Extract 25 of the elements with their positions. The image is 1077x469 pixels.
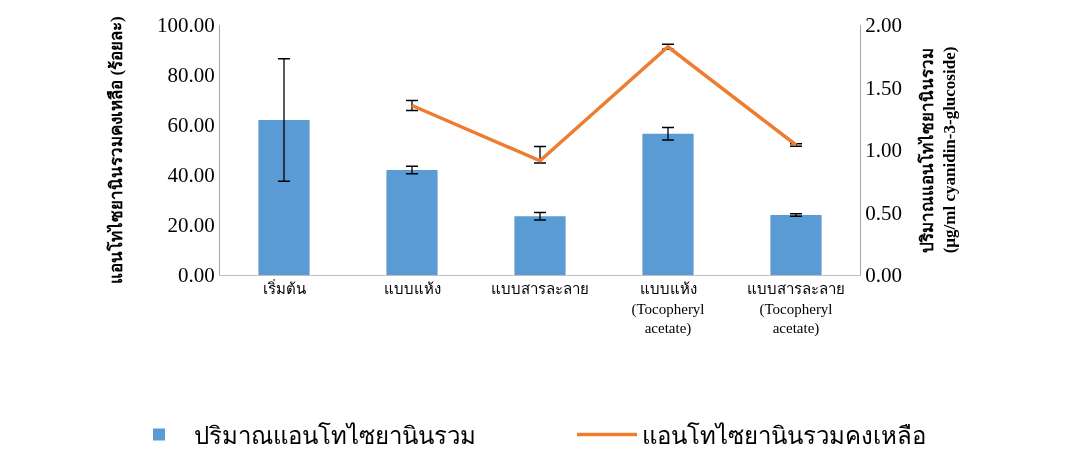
bar <box>386 170 438 275</box>
x-tick-label: เริ่มต้น <box>262 278 306 297</box>
y2-tick-label: 0.00 <box>865 263 902 288</box>
y2-tick-label: 1.50 <box>865 75 902 100</box>
x-tick-label: แบบสารละลาย (Tocopheryl acetate) <box>747 281 845 337</box>
y2-tick-label: 0.50 <box>865 200 902 225</box>
y-tick-label: 80.00 <box>167 63 215 88</box>
x-tick-label: แบบแห้ง <box>383 281 441 297</box>
y-tick-label: 60.00 <box>167 113 215 138</box>
y2-tick-label: 2.00 <box>865 13 902 38</box>
y-axis-title: แอนโทไซยานินรวมคงเหลือ (ร้อยละ) <box>105 16 126 284</box>
y2-axis-title: ปริมาณแอนโทไซยานินรวม (µg/ml cyanidin-3-glucoside) <box>917 46 960 254</box>
y-tick-label: 40.00 <box>167 163 215 188</box>
y2-tick-label: 1.00 <box>865 138 902 163</box>
x-tick-label: แบบแห้ง (Tocopheryl acetate) <box>631 281 705 337</box>
y-tick-label: 20.00 <box>167 213 215 238</box>
legend-label: แอนโทไซยานินรวมคงเหลือ <box>642 421 926 449</box>
x-tick-label: แบบสารละลาย <box>491 281 589 297</box>
y-tick-label: 0.00 <box>178 263 215 288</box>
y-tick-label: 100.00 <box>157 13 215 38</box>
bar <box>514 216 566 275</box>
bar <box>258 120 310 275</box>
bar <box>770 215 822 275</box>
bar <box>642 133 694 275</box>
legend-label: ปริมาณแอนโทไซยานินรวม <box>194 421 476 449</box>
